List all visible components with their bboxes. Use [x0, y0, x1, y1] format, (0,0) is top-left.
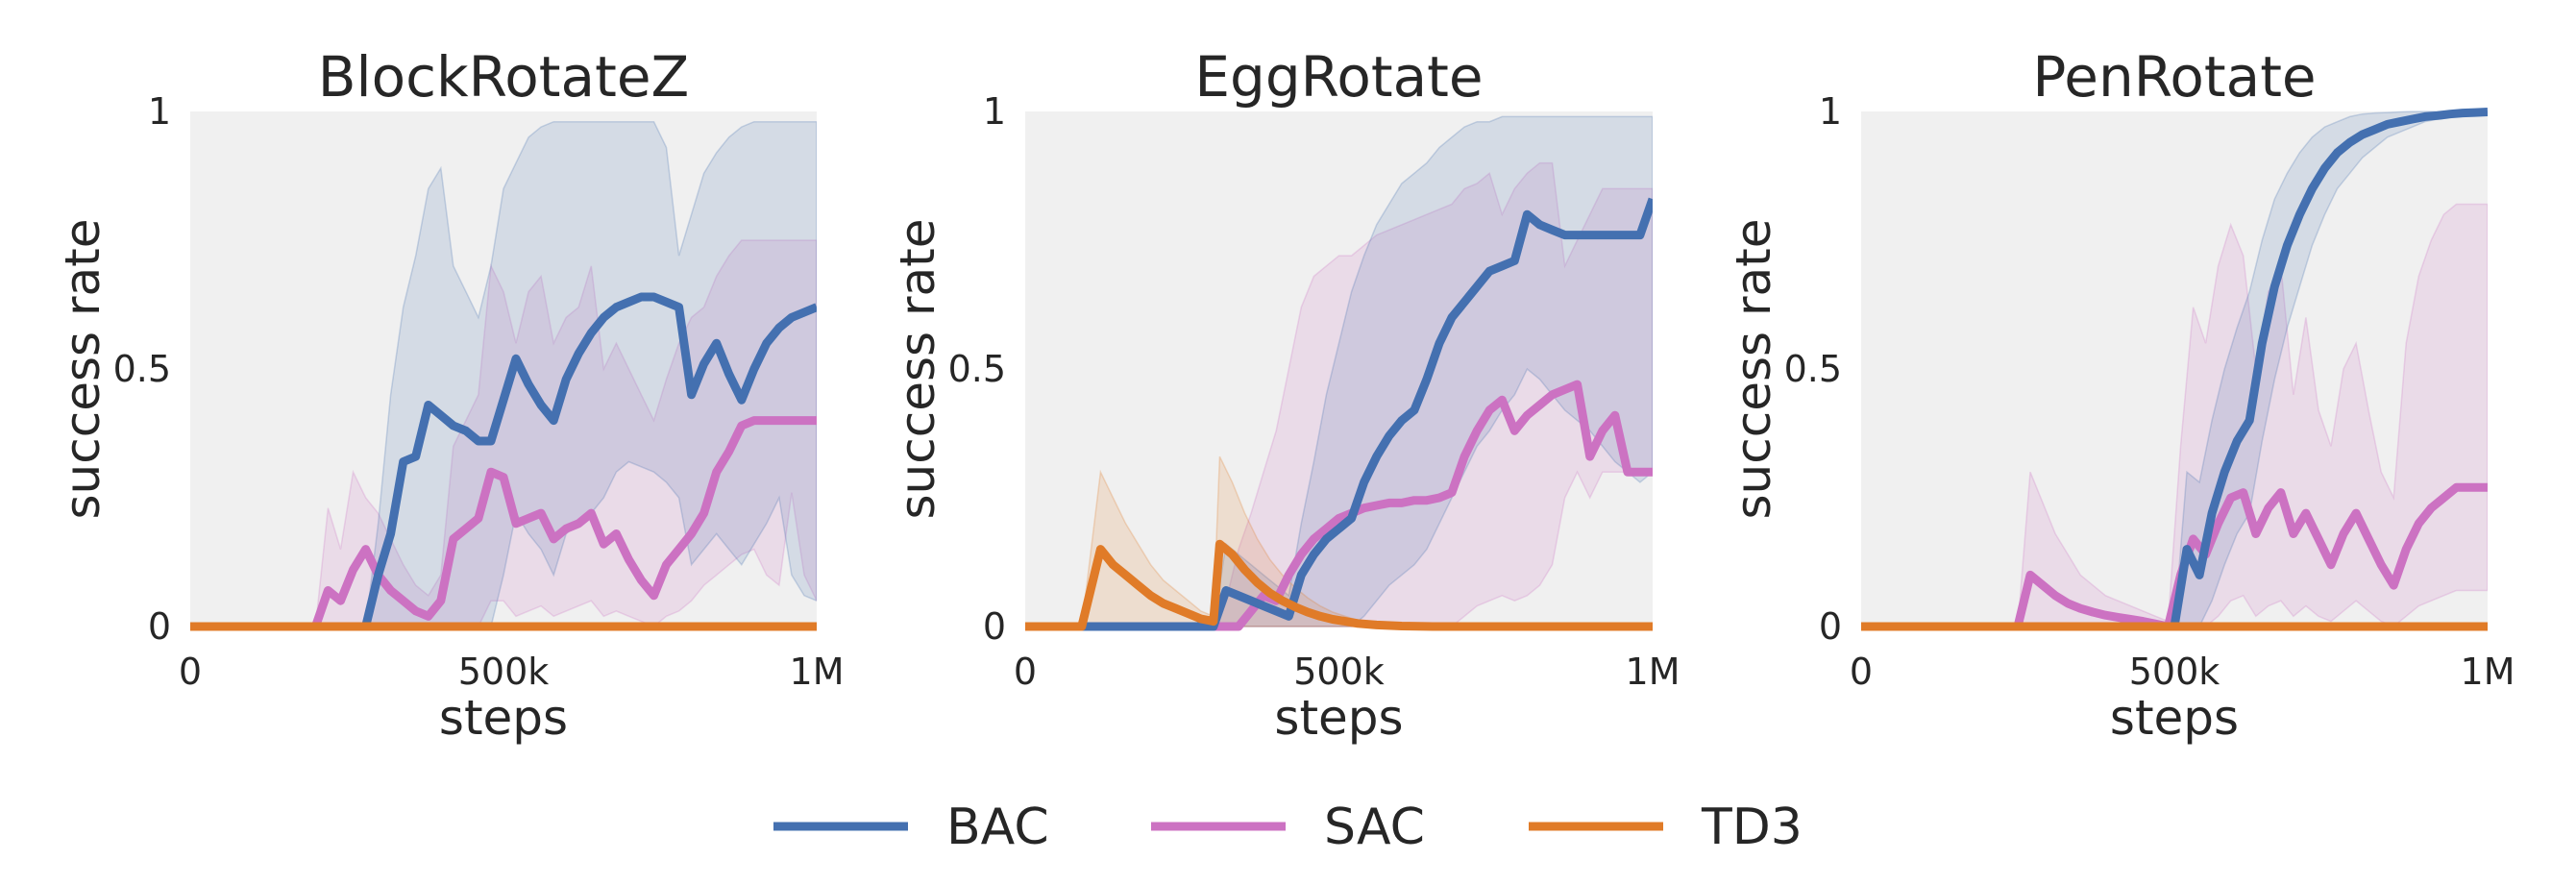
y-axis-label: success rate [890, 218, 945, 519]
panel-3: PenRotate 0 500k 1M 0 0.5 1 steps success rate [1726, 44, 2515, 746]
y-tick-label: 0 [983, 605, 1006, 648]
y-axis-label: success rate [55, 218, 110, 519]
line-bac [1025, 197, 1653, 631]
x-tick-label: 500k [458, 651, 550, 693]
x-tick-label: 0 [1850, 651, 1873, 693]
plot-marks [1025, 115, 1653, 631]
panel-1: BlockRotateZ 0 500k 1M 0 0.5 1 steps success rat… [55, 44, 844, 746]
line-td3 [1025, 539, 1653, 631]
y-tick-label: 0 [148, 605, 171, 648]
band-bac [190, 120, 817, 627]
panel-2: EggRotate 0 500k 1M 0 0.5 1 steps success rate [890, 44, 1680, 746]
y-axis-label: success rate [1726, 218, 1781, 519]
plot-area [1861, 111, 2488, 627]
panel-title: PenRotate [2032, 44, 2316, 110]
plot-area [190, 111, 817, 627]
x-tick-label: 1M [1626, 651, 1681, 693]
plot-marks [1861, 108, 2488, 631]
panel-title: BlockRotateZ [318, 44, 690, 110]
x-axis-label: steps [1274, 690, 1403, 746]
x-tick-label: 0 [1014, 651, 1037, 693]
band-bac [1861, 111, 2488, 627]
y-tick-label: 0.5 [1784, 348, 1842, 390]
y-tick-label: 1 [1819, 90, 1842, 133]
plot-area [1025, 111, 1653, 627]
line-sac [1861, 482, 2488, 631]
plot-marks [190, 120, 817, 631]
y-tick-label: 0.5 [113, 348, 171, 390]
legend: BAC SAC TD3 [773, 799, 1803, 856]
line-bac [190, 292, 817, 631]
line-sac [190, 416, 817, 631]
x-tick-label: 1M [2461, 651, 2515, 693]
y-tick-label: 0.5 [948, 348, 1006, 390]
legend-label-bac: BAC [946, 799, 1049, 856]
x-axis-label: steps [2110, 690, 2239, 746]
legend-label-sac: SAC [1324, 799, 1425, 856]
y-tick-label: 1 [983, 90, 1006, 133]
x-tick-label: 1M [790, 651, 845, 693]
panel-title: EggRotate [1194, 44, 1483, 110]
legend-label-td3: TD3 [1701, 799, 1803, 856]
x-tick-label: 0 [179, 651, 202, 693]
x-tick-label: 500k [2129, 651, 2220, 693]
y-tick-label: 0 [1819, 605, 1842, 648]
line-bac [1861, 108, 2488, 631]
x-axis-label: steps [439, 690, 568, 746]
y-tick-label: 1 [148, 90, 171, 133]
x-tick-label: 500k [1293, 651, 1385, 693]
